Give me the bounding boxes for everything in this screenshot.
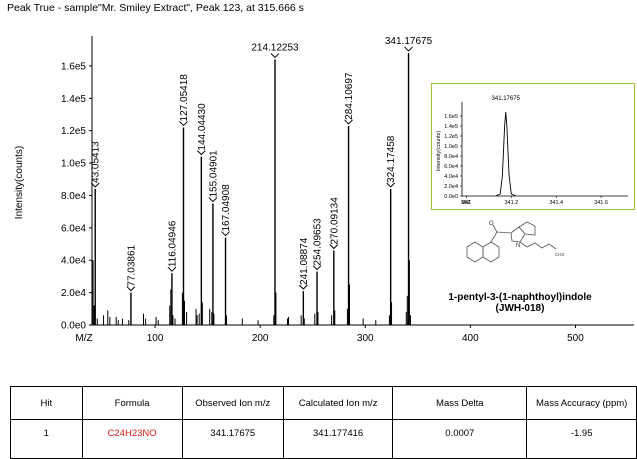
inset-y-tick-label: 1.2e5: [444, 134, 458, 140]
inset-y-tick-label: 2.0e4: [444, 184, 458, 190]
inset-y-tick-label: 0.0e0: [444, 194, 458, 200]
peak-label: 341.17675: [385, 36, 433, 47]
peak-label: 324.17458: [386, 135, 397, 183]
column-header-hit: Hit: [10, 386, 83, 420]
peak-label-marker: [312, 265, 322, 271]
peak-label: 116.04946: [167, 220, 178, 267]
peak-label-marker: [270, 53, 280, 59]
y-tick-label: 1.0e5: [61, 159, 86, 170]
peak-label: 284.10697: [344, 72, 355, 120]
inset-y-tick-label: 8.0e4: [444, 154, 458, 160]
x-axis-label: M/Z: [75, 333, 92, 344]
inset-x-tick-label: 341.6: [594, 200, 608, 206]
compound-name-line1: 1-pentyl-3-(1-naphthoyl)indole: [448, 292, 592, 303]
inset-chart-frame: 0.0e0 2.0e4 4.0e4 6.0e4 8.0e4 1.0e5 1.2e5 1.4e5…: [431, 83, 635, 210]
peak-label-marker: [404, 46, 413, 52]
cell-mass-delta: 0.0007: [392, 419, 528, 459]
y-axis-label: Intensity(counts): [14, 146, 25, 219]
inset-x-tick-label: 341.2: [504, 200, 518, 206]
table-row[interactable]: 1 C24H23NO 341.17675 341.177416 0.0007 -…: [10, 419, 637, 459]
x-tick-label: 500: [567, 333, 584, 344]
peak-label: 270.09134: [329, 197, 340, 245]
peak-label-marker: [196, 150, 206, 156]
inset-x-tick-label: 341.4: [549, 200, 563, 206]
peak-label: 155.04901: [208, 150, 219, 198]
inset-y-axis-label: Intensity(counts): [436, 131, 442, 172]
inset-y-tick-label: 1.6e5: [444, 114, 458, 120]
y-tick-label: 4.0e4: [61, 256, 86, 267]
column-header-observed: Observed Ion m/z: [181, 386, 284, 420]
indole-benzene-ring: [518, 221, 536, 236]
indole-pyrrole-ring: [510, 226, 526, 243]
inset-peak-chart: 0.0e0 2.0e4 4.0e4 6.0e4 8.0e4 1.0e5 1.2e5 1.4e5…: [436, 96, 628, 206]
peak-label: 127.05418: [179, 74, 190, 122]
x-tick-label: 100: [147, 333, 164, 344]
compound-name-line2: (JWH-018): [495, 303, 545, 314]
cell-hit: 1: [10, 419, 83, 459]
column-header-calculated: Calculated Ion m/z: [282, 386, 394, 420]
y-tick-label: 1.6e5: [61, 61, 86, 72]
peak-label: 241.08874: [299, 237, 310, 285]
inset-y-tick-label: 1.0e5: [444, 144, 458, 150]
inset-y-tick-label: 4.0e4: [444, 174, 458, 180]
molecule-structure: O N CH3: [453, 217, 571, 273]
carbonyl-bond: [490, 231, 498, 243]
methyl-label: CH3: [555, 252, 564, 257]
oxygen-label: O: [489, 221, 494, 227]
peak-label-marker: [208, 197, 218, 203]
ketone-bridge-bond: [496, 231, 512, 234]
peak-label-marker: [167, 266, 177, 272]
x-tick-label: 400: [462, 333, 479, 344]
x-tick-label: 300: [357, 333, 374, 344]
column-header-mass-accuracy: Mass Accuracy (ppm): [526, 386, 637, 420]
cell-calculated: 341.177416: [282, 419, 394, 459]
peak-label-marker: [344, 119, 353, 125]
carbonyl-oxygen-bond: [492, 224, 498, 233]
hits-table: Hit Formula Observed Ion m/z Calculated …: [10, 386, 637, 459]
inset-y-tick-label: 1.4e5: [444, 124, 458, 130]
peak-label: 214.12253: [251, 42, 299, 53]
peak-label: 167.04908: [221, 184, 232, 232]
compound-name: 1-pentyl-3-(1-naphthoyl)indole (JWH-018): [430, 292, 610, 314]
column-header-mass-delta: Mass Delta: [392, 386, 528, 420]
inset-peak-line: [495, 111, 517, 197]
peak-label-marker: [90, 182, 100, 188]
peak-label: 43.05413: [91, 141, 102, 183]
naphthalene-ring-a: [466, 241, 484, 263]
y-tick-label: 6.0e4: [61, 223, 86, 234]
y-tick-label: 1.2e5: [61, 126, 86, 137]
x-tick-label: 200: [252, 333, 269, 344]
peak-label-marker: [386, 182, 396, 188]
naphthalene-ring-b: [482, 241, 500, 263]
inset-x-axis-label: M/Z: [461, 200, 471, 206]
chart-title: Peak True - sample"Mr. Smiley Extract", …: [7, 2, 304, 14]
inset-peak-label: 341.17675: [492, 96, 521, 102]
peak-label-marker: [329, 244, 339, 250]
peak-label-marker: [126, 286, 136, 292]
nitrogen-label: N: [516, 243, 520, 249]
column-header-formula: Formula: [81, 386, 183, 420]
main-spectrum-plot: 0.0e0 2.0e4 4.0e4 6.0e4 8.0e4 1.0e5 1.2e5 1.4e5…: [14, 36, 634, 344]
inset-y-tick-label: 6.0e4: [444, 164, 458, 170]
cell-mass-accuracy: -1.95: [526, 419, 637, 459]
table-header-row: Hit Formula Observed Ion m/z Calculated …: [10, 386, 637, 420]
cell-observed: 341.17675: [181, 419, 284, 459]
y-tick-label: 2.0e4: [61, 288, 86, 299]
inset-x-tick-label: 341: [462, 200, 471, 206]
peak-label-marker: [298, 284, 308, 290]
y-tick-label: 1.4e5: [61, 94, 86, 105]
cell-formula: C24H23NO: [81, 419, 183, 459]
peak-label: 77.03861: [126, 244, 137, 286]
peak-label: 144.04430: [197, 103, 208, 151]
y-tick-label: 8.0e4: [61, 191, 86, 202]
y-tick-label: 0.0e0: [61, 321, 86, 332]
peak-label-marker: [221, 231, 230, 237]
pentyl-chain: [519, 241, 557, 250]
peak-label: 254.09653: [313, 218, 324, 266]
peak-label-marker: [179, 121, 188, 127]
